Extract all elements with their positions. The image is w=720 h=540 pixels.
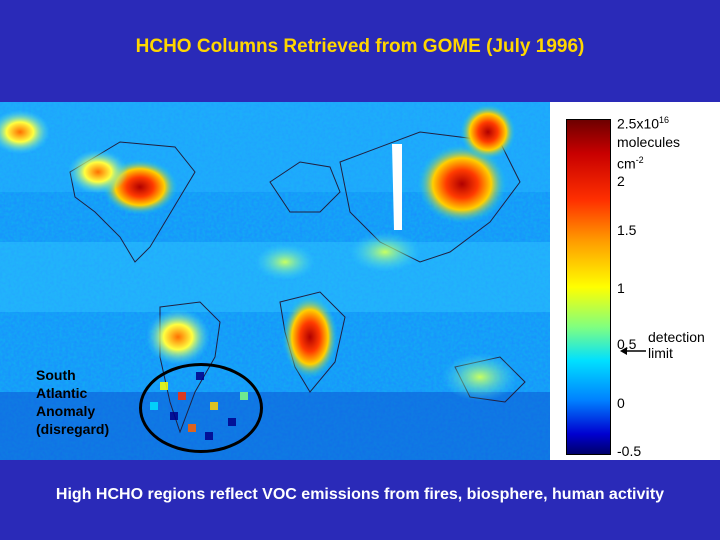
hotspot-siberia <box>460 104 516 160</box>
colorbar <box>566 119 611 455</box>
hotspot-western-us <box>68 150 128 194</box>
colorbar-tick: -0.5 <box>617 443 642 459</box>
missing-data-gap <box>392 144 402 230</box>
colorbar-tick: 1 <box>617 280 625 296</box>
region-australia <box>442 353 518 401</box>
region-alaska <box>0 110 50 154</box>
colorbar-unit: 2.5x1016 molecules cm-2 <box>617 115 681 172</box>
hotspot-east-asia <box>417 144 507 224</box>
anomaly-circle <box>139 363 263 453</box>
region-sahel <box>255 244 315 280</box>
colorbar-tick: 0 <box>617 395 625 411</box>
hotspot-africa-fires <box>282 295 338 379</box>
south-atlantic-anomaly-label: South Atlantic Anomaly (disregard) <box>36 367 110 437</box>
hcho-column-map <box>0 102 550 460</box>
hotspot-amazon <box>146 309 210 365</box>
caption: High HCHO regions reflect VOC emissions … <box>55 486 665 503</box>
colorbar-tick: 1.5 <box>617 222 637 238</box>
colorbar-tick: 0.5 <box>617 336 637 352</box>
detection-limit-label: detection limit <box>648 329 705 361</box>
map-title: HCHO Columns Retrieved from GOME (July 1… <box>135 36 585 57</box>
colorbar-tick: 2 <box>617 173 625 189</box>
region-south-asia <box>350 232 420 272</box>
